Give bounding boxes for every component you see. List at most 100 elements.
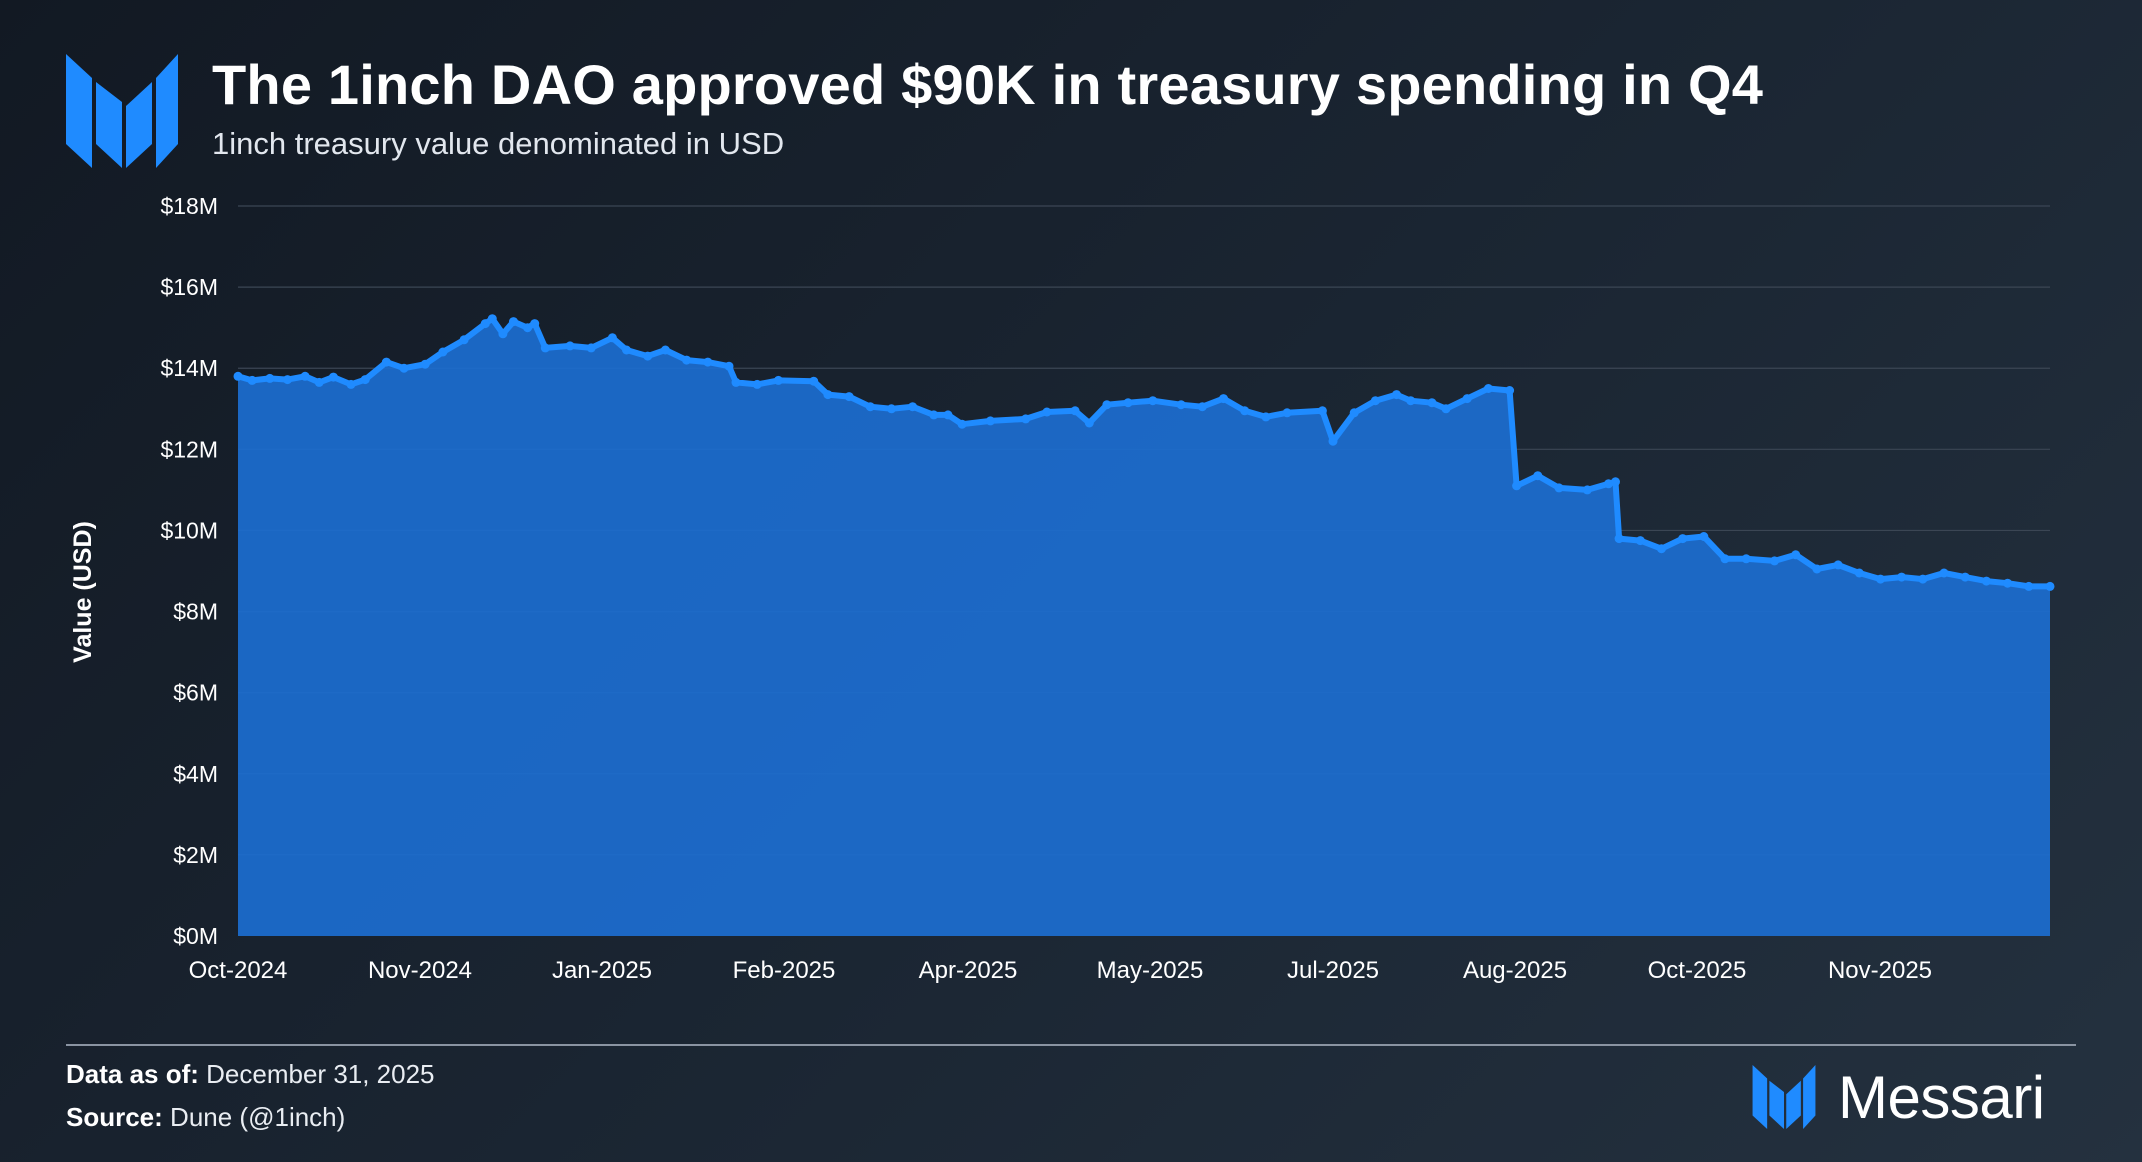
- series-point: [1981, 576, 1991, 586]
- series-point: [1678, 534, 1688, 544]
- y-tick-label: $18M: [160, 193, 218, 219]
- series-point: [1219, 394, 1228, 404]
- series-point: [985, 416, 995, 426]
- x-tick-label: Oct-2025: [1648, 957, 1747, 984]
- series-line: [235, 315, 2053, 590]
- y-tick-label: $2M: [173, 842, 218, 868]
- series-point: [1854, 568, 1864, 578]
- brand-logo: Messari: [1752, 1062, 2045, 1132]
- series-point: [265, 373, 275, 383]
- series-point: [2045, 581, 2055, 591]
- series-point: [724, 361, 734, 371]
- x-tick-label: Apr-2025: [919, 957, 1018, 984]
- series-point: [1604, 479, 1613, 489]
- source-label: Source:: [66, 1102, 163, 1132]
- x-tick-label: May-2025: [1097, 957, 1204, 984]
- series-point: [283, 375, 292, 385]
- series-point: [233, 371, 243, 381]
- series-point: [943, 410, 953, 420]
- series-point: [420, 359, 430, 369]
- footer-divider-right: [1076, 1044, 2076, 1046]
- series-point: [731, 377, 741, 387]
- series-point: [565, 341, 575, 351]
- brand-name: Messari: [1838, 1063, 2045, 1131]
- chart-area: $0M $2M $4M $6M $8M $10M $12M $14M $16M $18M Value…: [69, 193, 2055, 984]
- y-tick-label: $16M: [160, 274, 218, 300]
- series-point: [1512, 481, 1522, 491]
- series-point: [314, 377, 324, 387]
- series-point: [1897, 572, 1907, 582]
- series-point: [1441, 404, 1451, 414]
- series-point: [1328, 436, 1338, 446]
- series-point: [823, 390, 833, 400]
- x-tick-label: Aug-2025: [1463, 957, 1567, 984]
- series-point: [540, 343, 550, 353]
- series-point: [1427, 398, 1437, 408]
- series-point: [1102, 400, 1112, 410]
- series-point: [1614, 534, 1624, 544]
- series-point: [1876, 574, 1885, 584]
- footer-divider: [66, 1044, 1076, 1046]
- series-point: [1282, 408, 1292, 418]
- y-tick-label: $0M: [173, 923, 218, 949]
- series-point: [844, 392, 854, 402]
- y-tick-label: $12M: [160, 436, 218, 462]
- series-point: [1123, 398, 1133, 408]
- series-point: [957, 419, 967, 429]
- series-point: [865, 402, 875, 412]
- series-point: [660, 345, 670, 355]
- series-point: [2003, 578, 2013, 588]
- series-point: [438, 347, 448, 357]
- series-point: [1197, 402, 1207, 412]
- series-point: [247, 375, 257, 385]
- series-point: [887, 404, 896, 414]
- series-point: [703, 357, 713, 367]
- series-point: [1582, 485, 1592, 495]
- series-point: [1720, 554, 1730, 564]
- x-tick-label: Nov-2025: [1828, 957, 1932, 984]
- series-point: [1406, 396, 1416, 406]
- series-point: [682, 355, 692, 365]
- data-as-of: Data as of: December 31, 2025: [66, 1059, 435, 1090]
- series-point: [1699, 532, 1709, 541]
- x-tick-label: Feb-2025: [733, 957, 836, 984]
- series-point: [1939, 568, 1949, 578]
- source-value: Dune (@1inch): [170, 1102, 346, 1132]
- series-point: [300, 371, 310, 381]
- series-point: [360, 375, 370, 385]
- series-point: [328, 372, 338, 382]
- series-point: [1554, 483, 1564, 493]
- messari-logo-icon: [1752, 1065, 1816, 1129]
- series-point: [1176, 400, 1186, 410]
- series-point: [1240, 406, 1250, 416]
- series-point: [1042, 407, 1052, 417]
- series-point: [1392, 390, 1401, 400]
- series-point: [809, 376, 819, 386]
- series-point: [1611, 477, 1620, 487]
- series-point: [1960, 572, 1970, 582]
- series-point: [480, 319, 490, 329]
- chart-subtitle: 1inch treasury value denominated in USD: [212, 126, 785, 161]
- series-point: [2024, 581, 2034, 591]
- series-point: [523, 323, 533, 333]
- y-tick-label: $10M: [160, 517, 218, 543]
- x-tick-label: Jul-2025: [1287, 957, 1379, 984]
- series-point: [622, 345, 631, 355]
- series-point: [1533, 471, 1543, 481]
- data-as-of-label: Data as of:: [66, 1059, 199, 1089]
- series-point: [1833, 560, 1843, 570]
- series-point: [1505, 386, 1515, 395]
- series-point: [459, 335, 469, 345]
- series-point: [509, 317, 518, 327]
- y-tick-label: $6M: [173, 680, 218, 706]
- series-point: [752, 379, 762, 389]
- series-point: [1261, 412, 1271, 422]
- series-point: [643, 351, 653, 361]
- x-tick-label: Oct-2024: [189, 957, 288, 984]
- series-point: [1657, 544, 1666, 554]
- series-point: [1370, 396, 1380, 406]
- y-tick-label: $4M: [173, 761, 218, 787]
- messari-logo-icon: [66, 54, 178, 168]
- series-point: [530, 319, 540, 329]
- y-axis-label: Value (USD): [69, 521, 97, 663]
